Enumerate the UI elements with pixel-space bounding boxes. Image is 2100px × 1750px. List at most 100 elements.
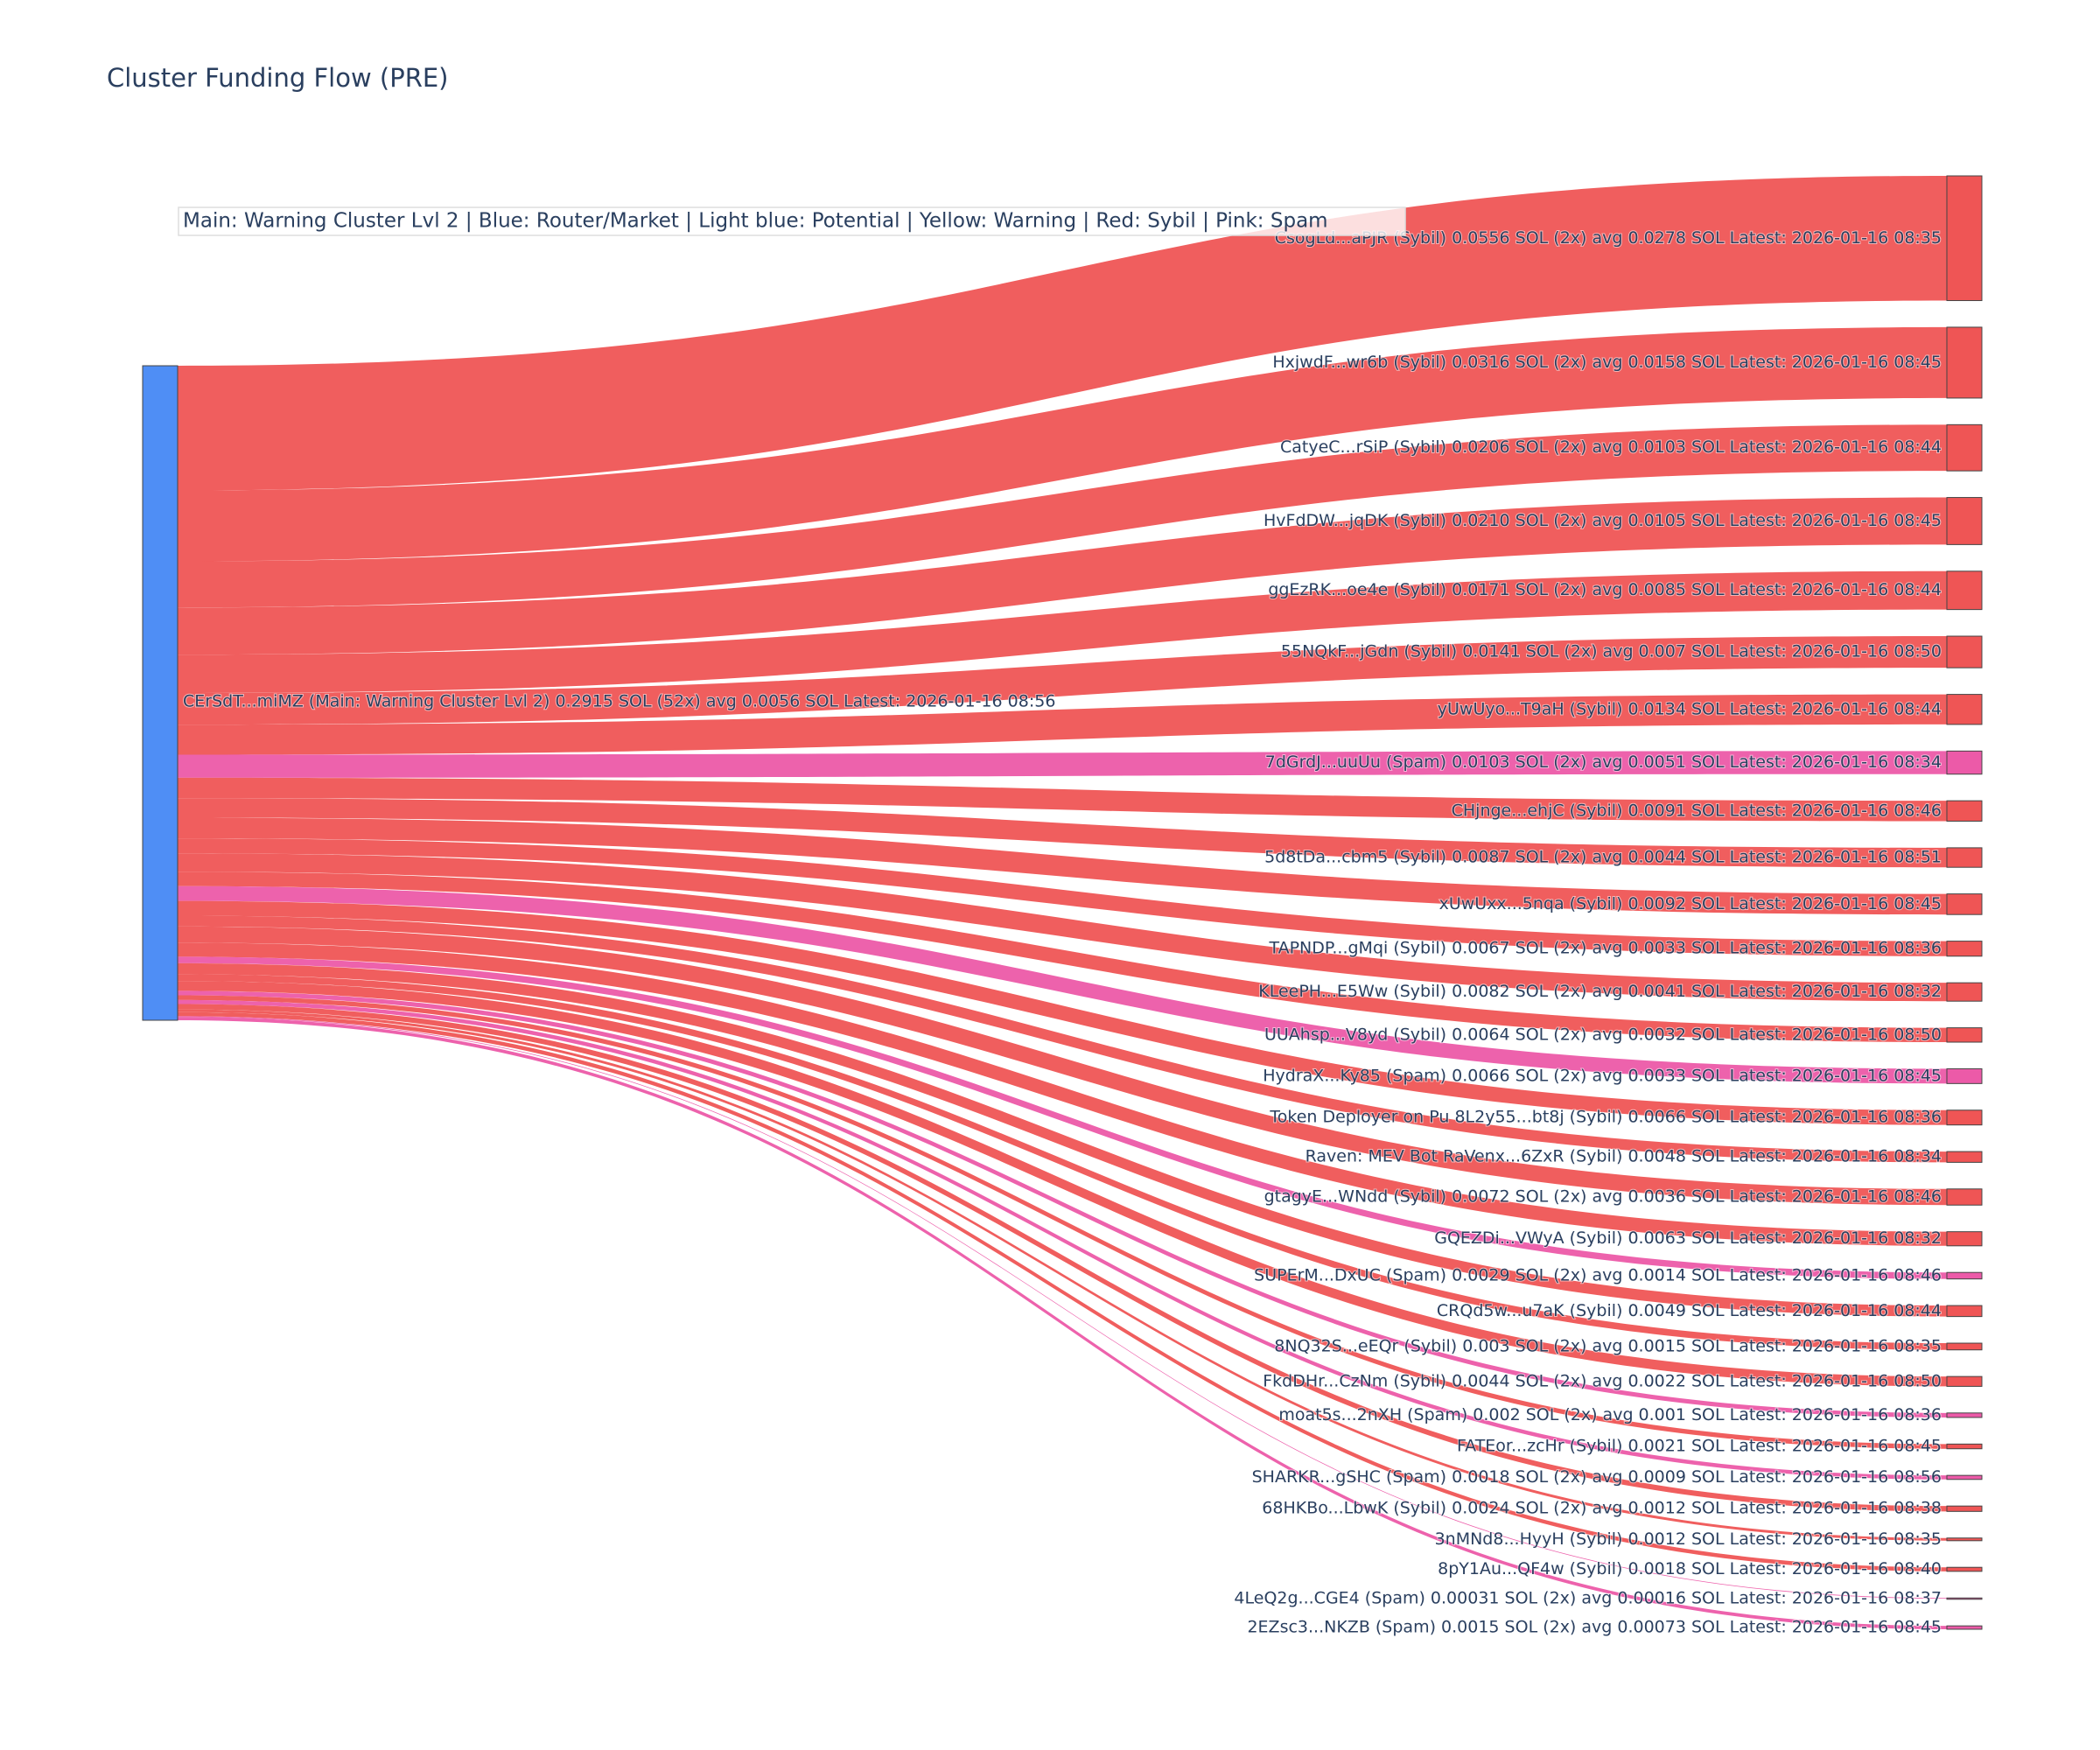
node-label: 68HKBo...LbwK (Sybil) 0.0024 SOL (2x) av…	[1262, 1499, 1942, 1518]
link	[178, 326, 1947, 562]
node-label: SUPErM...DxUC (Spam) 0.0029 SOL (2x) avg…	[1254, 1265, 1942, 1284]
node-label: SHARKR...gSHC (Spam) 0.0018 SOL (2x) avg…	[1252, 1467, 1942, 1487]
node-label: 5d8tDa...cbm5 (Sybil) 0.0087 SOL (2x) av…	[1264, 848, 1942, 867]
node-label: 7dGrdJ...uuUu (Spam) 0.0103 SOL (2x) avg…	[1265, 752, 1942, 772]
link	[178, 694, 1947, 755]
link	[178, 1016, 1947, 1600]
link	[178, 900, 1947, 1125]
target-node	[1946, 1068, 1983, 1084]
target-node	[1946, 1597, 1983, 1600]
link	[178, 962, 1947, 1317]
target-node	[1946, 1505, 1983, 1512]
target-node	[1946, 1474, 1983, 1480]
node-label: CErSdT...miMZ (Main: Warning Cluster Lvl…	[183, 692, 1055, 711]
node-label: TAPNDP...gMqi (Sybil) 0.0067 SOL (2x) av…	[1268, 939, 1942, 958]
link	[178, 886, 1947, 1084]
node-label: yUwUyo...T9aH (Sybil) 0.0134 SOL Latest:…	[1438, 699, 1942, 718]
link	[178, 1017, 1947, 1629]
node-label: CHjnge...ehjC (Sybil) 0.0091 SOL Latest:…	[1452, 801, 1942, 820]
target-node	[1946, 326, 1983, 399]
target-node	[1946, 893, 1983, 915]
target-node	[1946, 750, 1983, 775]
target-node	[1946, 800, 1983, 822]
source-node	[142, 365, 178, 1021]
node-label: KLeePH...E5Ww (Sybil) 0.0082 SOL (2x) av…	[1258, 982, 1942, 1001]
link	[178, 872, 1947, 1043]
node-label: 8NQ32S...eEQr (Sybil) 0.003 SOL (2x) avg…	[1274, 1336, 1942, 1355]
target-node	[1946, 847, 1983, 868]
link	[178, 838, 1947, 956]
target-node	[1946, 941, 1983, 957]
node-label: CatyeC...rSiP (Sybil) 0.0206 SOL (2x) av…	[1280, 438, 1942, 457]
target-node	[1946, 1376, 1983, 1387]
link	[178, 981, 1947, 1387]
annotation-box	[178, 206, 1406, 236]
node-label: CsogLd...aPJR (Sybil) 0.0556 SOL (2x) av…	[1275, 228, 1942, 248]
link	[178, 956, 1947, 1279]
node-label: moat5s...2nXH (Spam) 0.002 SOL (2x) avg …	[1278, 1405, 1942, 1424]
node-label: 2EZsc3...NKZB (Spam) 0.0015 SOL (2x) avg…	[1247, 1618, 1942, 1637]
target-node	[1946, 1566, 1983, 1572]
node-label: HxjwdF...wr6b (Sybil) 0.0316 SOL (2x) av…	[1272, 353, 1942, 372]
annotation: Main: Warning Cluster Lvl 2 | Blue: Rout…	[183, 210, 1328, 233]
target-node	[1946, 175, 1983, 302]
link	[178, 926, 1947, 1206]
nodes	[142, 175, 1983, 1630]
target-node	[1946, 1443, 1983, 1450]
target-node	[1946, 1027, 1983, 1043]
links	[178, 176, 1947, 1629]
link	[178, 1009, 1947, 1541]
node-label: CRQd5w...u7aK (Sybil) 0.0049 SOL Latest:…	[1437, 1301, 1942, 1320]
node-label: 4LeQ2g...CGE4 (Spam) 0.00031 SOL (2x) av…	[1234, 1588, 1942, 1607]
link	[178, 995, 1947, 1449]
target-node	[1946, 982, 1983, 1002]
link	[178, 915, 1947, 1163]
link	[178, 570, 1947, 693]
target-node	[1946, 1537, 1983, 1542]
node-label: FkdDHr...CzNm (Sybil) 0.0044 SOL (2x) av…	[1263, 1371, 1942, 1390]
target-node	[1946, 1151, 1983, 1163]
node-label: Raven: MEV Bot RaVenx...6ZxR (Sybil) 0.0…	[1306, 1147, 1942, 1166]
link	[178, 176, 1947, 491]
node-label: 55NQkF...jGdn (Sybil) 0.0141 SOL (2x) av…	[1281, 642, 1942, 662]
link	[178, 974, 1947, 1350]
node-label: HydraX...Ky85 (Spam) 0.0066 SOL (2x) avg…	[1263, 1066, 1942, 1085]
target-node	[1946, 1305, 1983, 1318]
node-label: FATEor...zcHr (Sybil) 0.0021 SOL Latest:…	[1457, 1437, 1942, 1456]
node-label: UUAhsp...V8yd (Sybil) 0.0064 SOL (2x) av…	[1264, 1025, 1942, 1044]
link	[178, 497, 1947, 655]
target-node	[1946, 497, 1983, 545]
link	[178, 798, 1947, 868]
link	[178, 424, 1947, 608]
chart-title: Cluster Funding Flow (PRE)	[107, 63, 448, 93]
link	[178, 636, 1947, 725]
link	[178, 751, 1947, 778]
node-label: xUwUxx...5nqa (Sybil) 0.0092 SOL Latest:…	[1439, 894, 1942, 914]
link	[178, 990, 1947, 1418]
labels: CsogLd...aPJR (Sybil) 0.0556 SOL (2x) av…	[182, 228, 1942, 1638]
link	[178, 777, 1947, 822]
target-node	[1946, 1342, 1983, 1351]
link	[178, 817, 1947, 915]
node-label: GQEZDi...VWyA (Sybil) 0.0063 SOL Latest:…	[1434, 1228, 1942, 1248]
link	[178, 1004, 1947, 1512]
target-node	[1946, 1231, 1983, 1247]
target-node	[1946, 1271, 1983, 1280]
link	[178, 1012, 1947, 1572]
node-label: ggEzRK...oe4e (Sybil) 0.0171 SOL (2x) av…	[1268, 580, 1942, 599]
link	[178, 999, 1947, 1480]
node-label: 8pY1Au...QF4w (Sybil) 0.0018 SOL Latest:…	[1438, 1559, 1942, 1578]
link	[178, 853, 1947, 1002]
target-node	[1946, 1110, 1983, 1126]
node-label: Token Deployer on Pu 8L2y55...bt8j (Sybi…	[1269, 1108, 1942, 1127]
target-node	[1946, 1625, 1983, 1630]
target-node	[1946, 635, 1983, 668]
target-node	[1946, 570, 1983, 611]
target-node	[1946, 424, 1983, 472]
target-node	[1946, 1188, 1983, 1206]
target-node	[1946, 1412, 1983, 1418]
node-label: gtagyE...WNdd (Sybil) 0.0072 SOL (2x) av…	[1264, 1187, 1942, 1207]
target-node	[1946, 694, 1983, 725]
node-label: HvFdDW...jqDK (Sybil) 0.0210 SOL (2x) av…	[1264, 511, 1942, 530]
link	[178, 942, 1947, 1246]
